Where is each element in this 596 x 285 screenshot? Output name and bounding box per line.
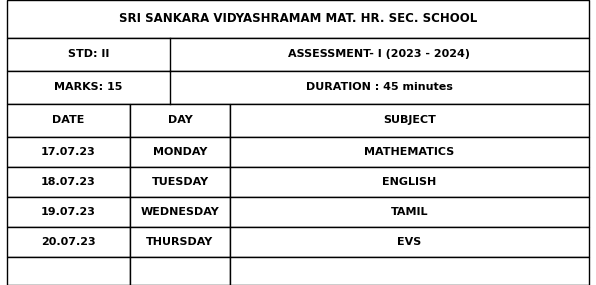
Text: THURSDAY: THURSDAY [147,237,213,247]
Bar [7,0,589,38]
Bar [7,197,130,227]
Text: EVS: EVS [398,237,421,247]
Bar [130,256,230,285]
Bar [230,227,589,256]
Bar [7,38,589,71]
Text: DURATION : 45 minutes: DURATION : 45 minutes [306,82,453,92]
Bar [230,104,589,137]
Text: SUBJECT: SUBJECT [383,115,436,125]
Bar [7,256,130,285]
Text: SRI SANKARA VIDYASHRAMAM MAT. HR. SEC. SCHOOL: SRI SANKARA VIDYASHRAMAM MAT. HR. SEC. S… [119,12,477,25]
Text: 19.07.23: 19.07.23 [41,207,96,217]
Text: TAMIL: TAMIL [391,207,428,217]
Text: DAY: DAY [167,115,193,125]
Bar [130,137,230,167]
Text: ENGLISH: ENGLISH [382,177,437,187]
Text: MARKS: 15: MARKS: 15 [54,82,123,92]
Bar [7,167,130,197]
Text: 18.07.23: 18.07.23 [41,177,96,187]
Bar [7,71,589,104]
Text: 20.07.23: 20.07.23 [41,237,96,247]
Bar [230,256,589,285]
Bar [130,227,230,256]
Text: STD: II: STD: II [68,49,109,59]
Bar [7,104,130,137]
Text: 17.07.23: 17.07.23 [41,147,96,157]
Bar [130,167,230,197]
Bar [230,167,589,197]
Bar [130,197,230,227]
Text: TUESDAY: TUESDAY [151,177,209,187]
Text: DATE: DATE [52,115,85,125]
Bar [7,227,130,256]
Text: WEDNESDAY: WEDNESDAY [141,207,219,217]
Bar [230,137,589,167]
Bar [130,104,230,137]
Bar [7,137,130,167]
Text: MONDAY: MONDAY [153,147,207,157]
Text: ASSESSMENT- I (2023 - 2024): ASSESSMENT- I (2023 - 2024) [288,49,470,59]
Bar [230,197,589,227]
Text: MATHEMATICS: MATHEMATICS [364,147,455,157]
